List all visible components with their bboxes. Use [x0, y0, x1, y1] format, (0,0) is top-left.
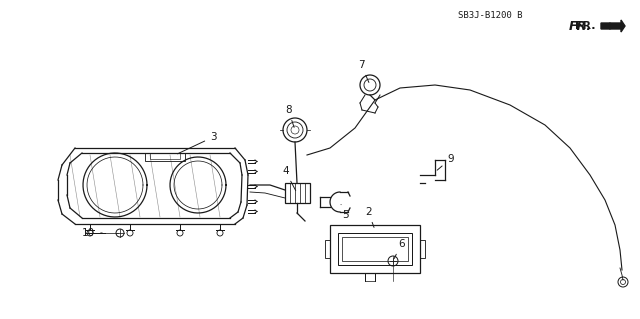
- Text: 8: 8: [285, 105, 294, 127]
- Text: 9: 9: [437, 154, 454, 170]
- Text: 10: 10: [82, 228, 102, 238]
- Bar: [420, 240, 425, 258]
- Text: 4: 4: [282, 166, 296, 190]
- Bar: [145, 153, 185, 161]
- Text: FR.: FR.: [569, 19, 592, 33]
- Text: 2: 2: [365, 207, 374, 227]
- Text: 3: 3: [177, 132, 216, 154]
- Bar: [338, 233, 412, 265]
- Text: SB3J-B1200 B: SB3J-B1200 B: [458, 11, 522, 19]
- Text: FR.: FR.: [575, 21, 595, 31]
- Bar: [330, 225, 420, 273]
- Bar: [342, 237, 408, 261]
- Text: 5: 5: [341, 204, 349, 220]
- Text: 6: 6: [394, 239, 404, 258]
- Text: 7: 7: [358, 60, 369, 82]
- Bar: [150, 153, 180, 159]
- Bar: [285, 183, 310, 203]
- Polygon shape: [601, 20, 625, 32]
- Bar: [325, 240, 330, 258]
